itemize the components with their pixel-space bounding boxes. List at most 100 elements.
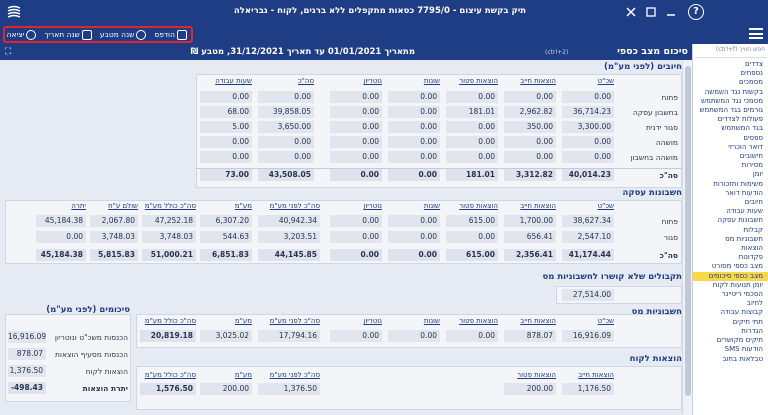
sidebar-item[interactable]: ספסים: [743, 133, 763, 142]
table-cell: 3,650.00: [258, 121, 314, 133]
sidebar-menu: צדדים נספחים מסמכים בקשות נגד השמשה מסמכי נג…: [693, 60, 768, 415]
close-icon[interactable]: [625, 6, 637, 18]
sidebar-search-input[interactable]: חפש חוויך (ctrl+f): [695, 46, 767, 58]
table-cell: 0.00: [562, 151, 614, 163]
sidebar-item[interactable]: חשבונות עסקה: [717, 216, 764, 225]
table-cell: 615.00: [446, 215, 498, 227]
sidebar-item[interactable]: מסירות: [741, 161, 763, 170]
vertical-scrollbar[interactable]: [682, 60, 692, 415]
sidebar-item[interactable]: יומן: [752, 170, 763, 179]
sidebar-item[interactable]: גורמים בגד המשתמש: [699, 106, 763, 115]
table-cell: 0.00: [330, 231, 382, 243]
exit-button[interactable]: יציאה: [7, 29, 37, 40]
table-cell: 68.00: [200, 106, 252, 118]
table-cell: 3,300.00: [562, 121, 614, 133]
maximize-icon[interactable]: [645, 6, 657, 18]
page-title: סיכום מצב כספי: [617, 46, 688, 57]
row-label: מושהה: [655, 138, 678, 147]
sidebar-item[interactable]: הוצאות: [741, 244, 763, 253]
column-header: מע"מ: [234, 317, 252, 325]
sidebar-item[interactable]: הסכמי ריטיינר: [721, 290, 763, 299]
help-icon[interactable]: ?: [688, 4, 704, 20]
sidebar-item[interactable]: הגדרות: [741, 326, 763, 335]
table-cell: 0.00: [388, 136, 440, 148]
column-header: הוצאות פטור: [459, 317, 498, 325]
scrollbar-thumb[interactable]: [685, 66, 691, 396]
table-cell: 0.00: [446, 151, 498, 163]
sidebar-item[interactable]: חישובים: [739, 152, 763, 161]
column-header: סה"כ כולל מע"מ: [144, 371, 196, 379]
sidebar-item[interactable]: לחיוב: [746, 299, 763, 308]
page-header: מתאריך 01/01/2021 עד תאריך 31/12/2021, מ…: [0, 44, 692, 60]
sidebar-item[interactable]: תתי תיקים: [732, 317, 763, 326]
divider: [196, 168, 682, 169]
table-cell: 0.00: [446, 330, 498, 342]
sidebar-item[interactable]: יומן תנועות לקוח: [712, 280, 763, 289]
date-range: מתאריך 01/01/2021 עד תאריך 31/12/2021, מ…: [190, 47, 415, 57]
table-cell: 200.00: [504, 383, 556, 395]
table-cell: 656.41: [504, 231, 556, 243]
sidebar-item[interactable]: בגד המשתמש: [721, 124, 763, 133]
menu-icon[interactable]: [749, 28, 763, 40]
column-header: שונות: [423, 317, 440, 325]
table-cell: 0.00: [330, 91, 382, 103]
summary-label: הכנסות משכ"ט ונוטריון: [54, 333, 128, 342]
sidebar-item[interactable]: פעולות לצדדים: [717, 115, 763, 124]
sidebar-item[interactable]: חשבוניות מס: [725, 234, 763, 243]
table-cell: 0.00: [446, 231, 498, 243]
table-cell: 0.00: [562, 91, 614, 103]
expand-icon[interactable]: ⛶: [5, 47, 12, 57]
sidebar-item[interactable]: קבוצות עבודה: [720, 308, 763, 317]
sidebar-item[interactable]: מסמכי נגד המשתמש: [701, 96, 763, 105]
table-cell: 0.00: [200, 136, 252, 148]
row-label: פתוח: [661, 217, 678, 226]
row-label: סגור ידנית: [646, 123, 678, 132]
summary-label: הוצאות לקוח: [85, 367, 128, 376]
change-date-button[interactable]: שנה תאריך: [44, 29, 92, 40]
table-cell: 17,794.16: [258, 330, 320, 342]
sidebar-item[interactable]: טבלאות בחוב: [722, 354, 763, 363]
sidebar-item[interactable]: מסמכים: [739, 78, 763, 87]
print-button[interactable]: הודפס: [154, 29, 187, 40]
column-header: סה"כ לפני מע"מ: [269, 317, 320, 325]
table-cell: 43,508.05: [258, 169, 314, 181]
table-cell: 0.00: [330, 330, 382, 342]
table-cell: 6,307.20: [200, 215, 252, 227]
summary-value: 878.07: [8, 348, 46, 360]
sidebar-item[interactable]: פקדונות: [738, 253, 763, 262]
action-group: הודפס שנה מטבע שנה תאריך יציאה: [3, 26, 193, 43]
sidebar-item[interactable]: משימות ותזכורות: [713, 179, 763, 188]
printer-icon: [177, 29, 187, 40]
table-cell: 73.00: [200, 169, 252, 181]
table-cell: 0.00: [388, 215, 440, 227]
column-header: הוצאות חייב: [520, 317, 556, 325]
table-cell: 1,700.00: [504, 215, 556, 227]
sidebar-item[interactable]: בקשות נגד השמשה: [704, 87, 763, 96]
table-cell: 36,714.23: [562, 106, 614, 118]
sidebar-item[interactable]: הודעות SMS: [724, 345, 763, 354]
sidebar-item[interactable]: צדדים: [744, 60, 763, 68]
table-cell: 0.00: [388, 106, 440, 118]
table-cell: 0.00: [258, 151, 314, 163]
sidebar-item[interactable]: תיקים מקושרים: [716, 336, 763, 345]
charges-title: חיובים (לפני מע"מ): [603, 62, 682, 72]
column-header: סה"כ כולל מע"מ: [144, 317, 196, 325]
change-currency-button[interactable]: שנה מטבע: [100, 29, 147, 40]
column-header: הוצאות חייב: [520, 77, 556, 85]
table-cell: 39,858.05: [258, 106, 314, 118]
sidebar-item[interactable]: מצב כספי מסורט: [711, 262, 763, 271]
sidebar-item[interactable]: הודעות דואר: [725, 188, 763, 197]
column-header: הוצאות חייב: [520, 202, 556, 210]
table-cell: 5.00: [200, 121, 252, 133]
sidebar-item[interactable]: חיובים: [744, 198, 763, 207]
exit-icon: [26, 29, 37, 40]
sidebar-item[interactable]: מצב כספי סיכומים: [693, 271, 768, 281]
sidebar-item[interactable]: קבלות: [743, 225, 764, 234]
sidebar-item[interactable]: שעות עבודה: [726, 207, 763, 216]
minimize-icon[interactable]: [665, 6, 677, 18]
sidebar-item[interactable]: נספחים: [740, 69, 763, 78]
table-cell: 0.00: [200, 91, 252, 103]
sidebar-item[interactable]: דואר הוכרזי: [728, 142, 763, 151]
table-cell: 40,014.23: [562, 169, 614, 181]
table-cell: 0.00: [388, 249, 440, 261]
